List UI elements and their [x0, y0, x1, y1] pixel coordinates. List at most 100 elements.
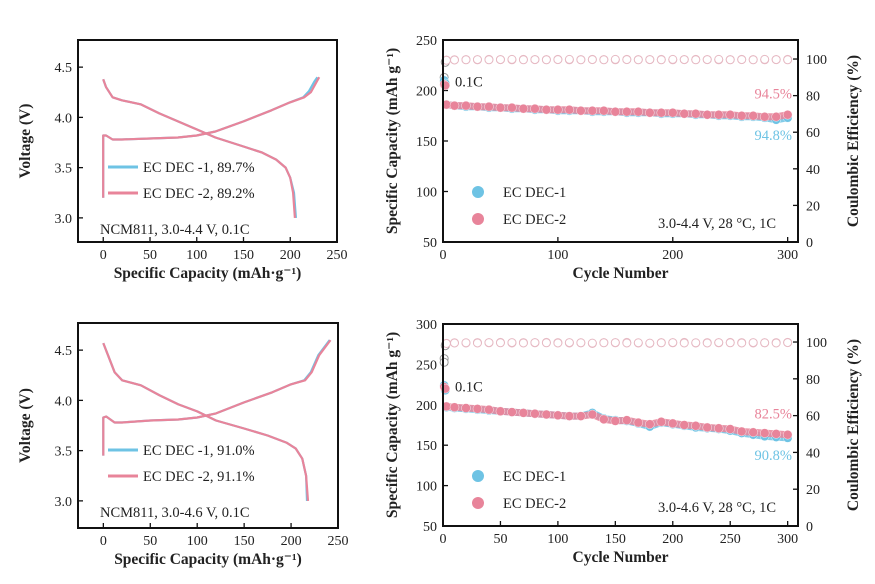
ce-point [725, 338, 735, 348]
ce-point [576, 55, 586, 65]
plot-frame [77, 322, 339, 529]
ce-point [771, 55, 781, 65]
x-tick-label: 0 [440, 532, 447, 547]
x-tick-label: 150 [233, 248, 254, 263]
y-tick-label: 150 [416, 439, 437, 454]
ce-point [679, 338, 689, 348]
capacity-point [759, 428, 770, 438]
legend-label: EC DEC -1, 89.7% [143, 160, 255, 176]
x-tick-label: 100 [187, 534, 208, 549]
x-axis-label: Specific Capacity (mAh·g⁻¹) [114, 551, 302, 568]
ce-point [725, 55, 735, 65]
ce-point [553, 55, 563, 65]
capacity-point [679, 109, 689, 119]
y-axis-label: Voltage (V) [17, 104, 34, 179]
ce-point [622, 338, 632, 348]
ce-point [668, 338, 678, 348]
capacity-point [759, 112, 770, 122]
x-tick-label: 250 [327, 248, 348, 263]
capacity-point [461, 403, 471, 413]
ce-point [633, 55, 643, 65]
y2-tick-label: 100 [806, 53, 827, 68]
capacity-point [518, 103, 529, 114]
x-tick-label: 0 [100, 534, 107, 549]
y2-tick-label: 20 [806, 199, 820, 214]
capacity-point [748, 111, 758, 121]
ce-point [530, 338, 540, 348]
y-tick-label: 250 [416, 358, 437, 373]
y-tick-label: 50 [423, 520, 437, 535]
y-tick-label: 4.5 [55, 344, 73, 359]
capacity-point [645, 108, 655, 118]
x-axis-label: Cycle Number [573, 265, 669, 282]
y-tick-label: 3.0 [55, 495, 73, 510]
series-2-discharge-curve [102, 78, 296, 218]
y-tick-label: 200 [416, 85, 437, 100]
x-tick-label: 50 [143, 534, 157, 549]
ce-point [553, 338, 563, 348]
capacity-point [668, 418, 678, 429]
chart-panel-1: 0 50 100 150 200 250 3.0 3.5 4.0 4.5 Specific Capa… [17, 39, 348, 282]
plot-frame [442, 39, 799, 243]
rate-label: 0.1C [455, 74, 483, 90]
capacity-point [472, 404, 483, 414]
capacity-point [449, 402, 460, 412]
condition-annotation: NCM811, 3.0-4.4 V, 0.1C [100, 222, 250, 238]
y-tick-label: 4.5 [55, 61, 73, 76]
capacity-point [599, 414, 609, 425]
ce-point [633, 338, 643, 348]
y-tick-label: 200 [416, 399, 437, 414]
ce-point [484, 338, 494, 348]
legend-marker [472, 497, 484, 509]
ce-point [564, 338, 574, 348]
capacity-point [587, 409, 598, 420]
capacity-point [564, 104, 575, 115]
y-axis-label: Voltage (V) [17, 388, 34, 463]
x-tick-label: 200 [281, 534, 302, 549]
y-axis-label: Specific Capacity (mAh g⁻¹) [384, 48, 401, 234]
ce-point [576, 338, 586, 348]
x-tick-label: 300 [777, 532, 798, 547]
series-1-charge-curve [102, 76, 319, 198]
ce-point [748, 338, 758, 348]
ce-point [702, 338, 712, 348]
y2-axis-label: Coulombic Efficiency (%) [845, 55, 862, 227]
x-tick-label: 200 [662, 532, 683, 547]
y-tick-label: 3.5 [55, 445, 73, 460]
ce-point [518, 55, 528, 65]
ce-point [599, 55, 609, 65]
y2-tick-label: 80 [806, 373, 820, 388]
capacity-point [587, 105, 598, 116]
capacity-point [622, 415, 632, 425]
capacity-point [495, 102, 506, 113]
capacity-point [507, 102, 517, 113]
plot-frame [442, 323, 799, 527]
capacity-point [714, 110, 724, 120]
x-tick-label: 0 [440, 248, 447, 263]
x-tick-label: 150 [234, 534, 255, 549]
capacity-point [622, 107, 632, 117]
x-tick-label: 100 [186, 248, 207, 263]
x-tick-label: 300 [777, 248, 798, 263]
ce-point [449, 55, 459, 65]
capacity-point [518, 408, 529, 418]
ce-point [714, 338, 724, 348]
ce-point [783, 338, 793, 348]
ce-point [564, 54, 574, 64]
y2-tick-label: 40 [806, 163, 820, 178]
legend-label: EC DEC-2 [503, 496, 566, 512]
legend-marker [472, 213, 484, 225]
legend-label: EC DEC -1, 91.0% [143, 443, 255, 459]
condition-annotation: 3.0-4.6 V, 28 °C, 1C [658, 500, 776, 516]
capacity-point [633, 417, 644, 428]
chart-panel-3: 0 50 100 150 200 250 3.0 3.5 4.0 4.5 Specific Capa… [17, 322, 349, 568]
capacity-point [656, 108, 666, 118]
ce-point [472, 338, 482, 348]
ce-point [691, 338, 701, 348]
y-tick-label: 250 [416, 34, 437, 49]
plot-frame [77, 39, 338, 243]
capacity-point [771, 112, 781, 122]
capacity-point [702, 110, 712, 120]
x-tick-label: 200 [662, 248, 683, 263]
ce-point [714, 54, 724, 64]
